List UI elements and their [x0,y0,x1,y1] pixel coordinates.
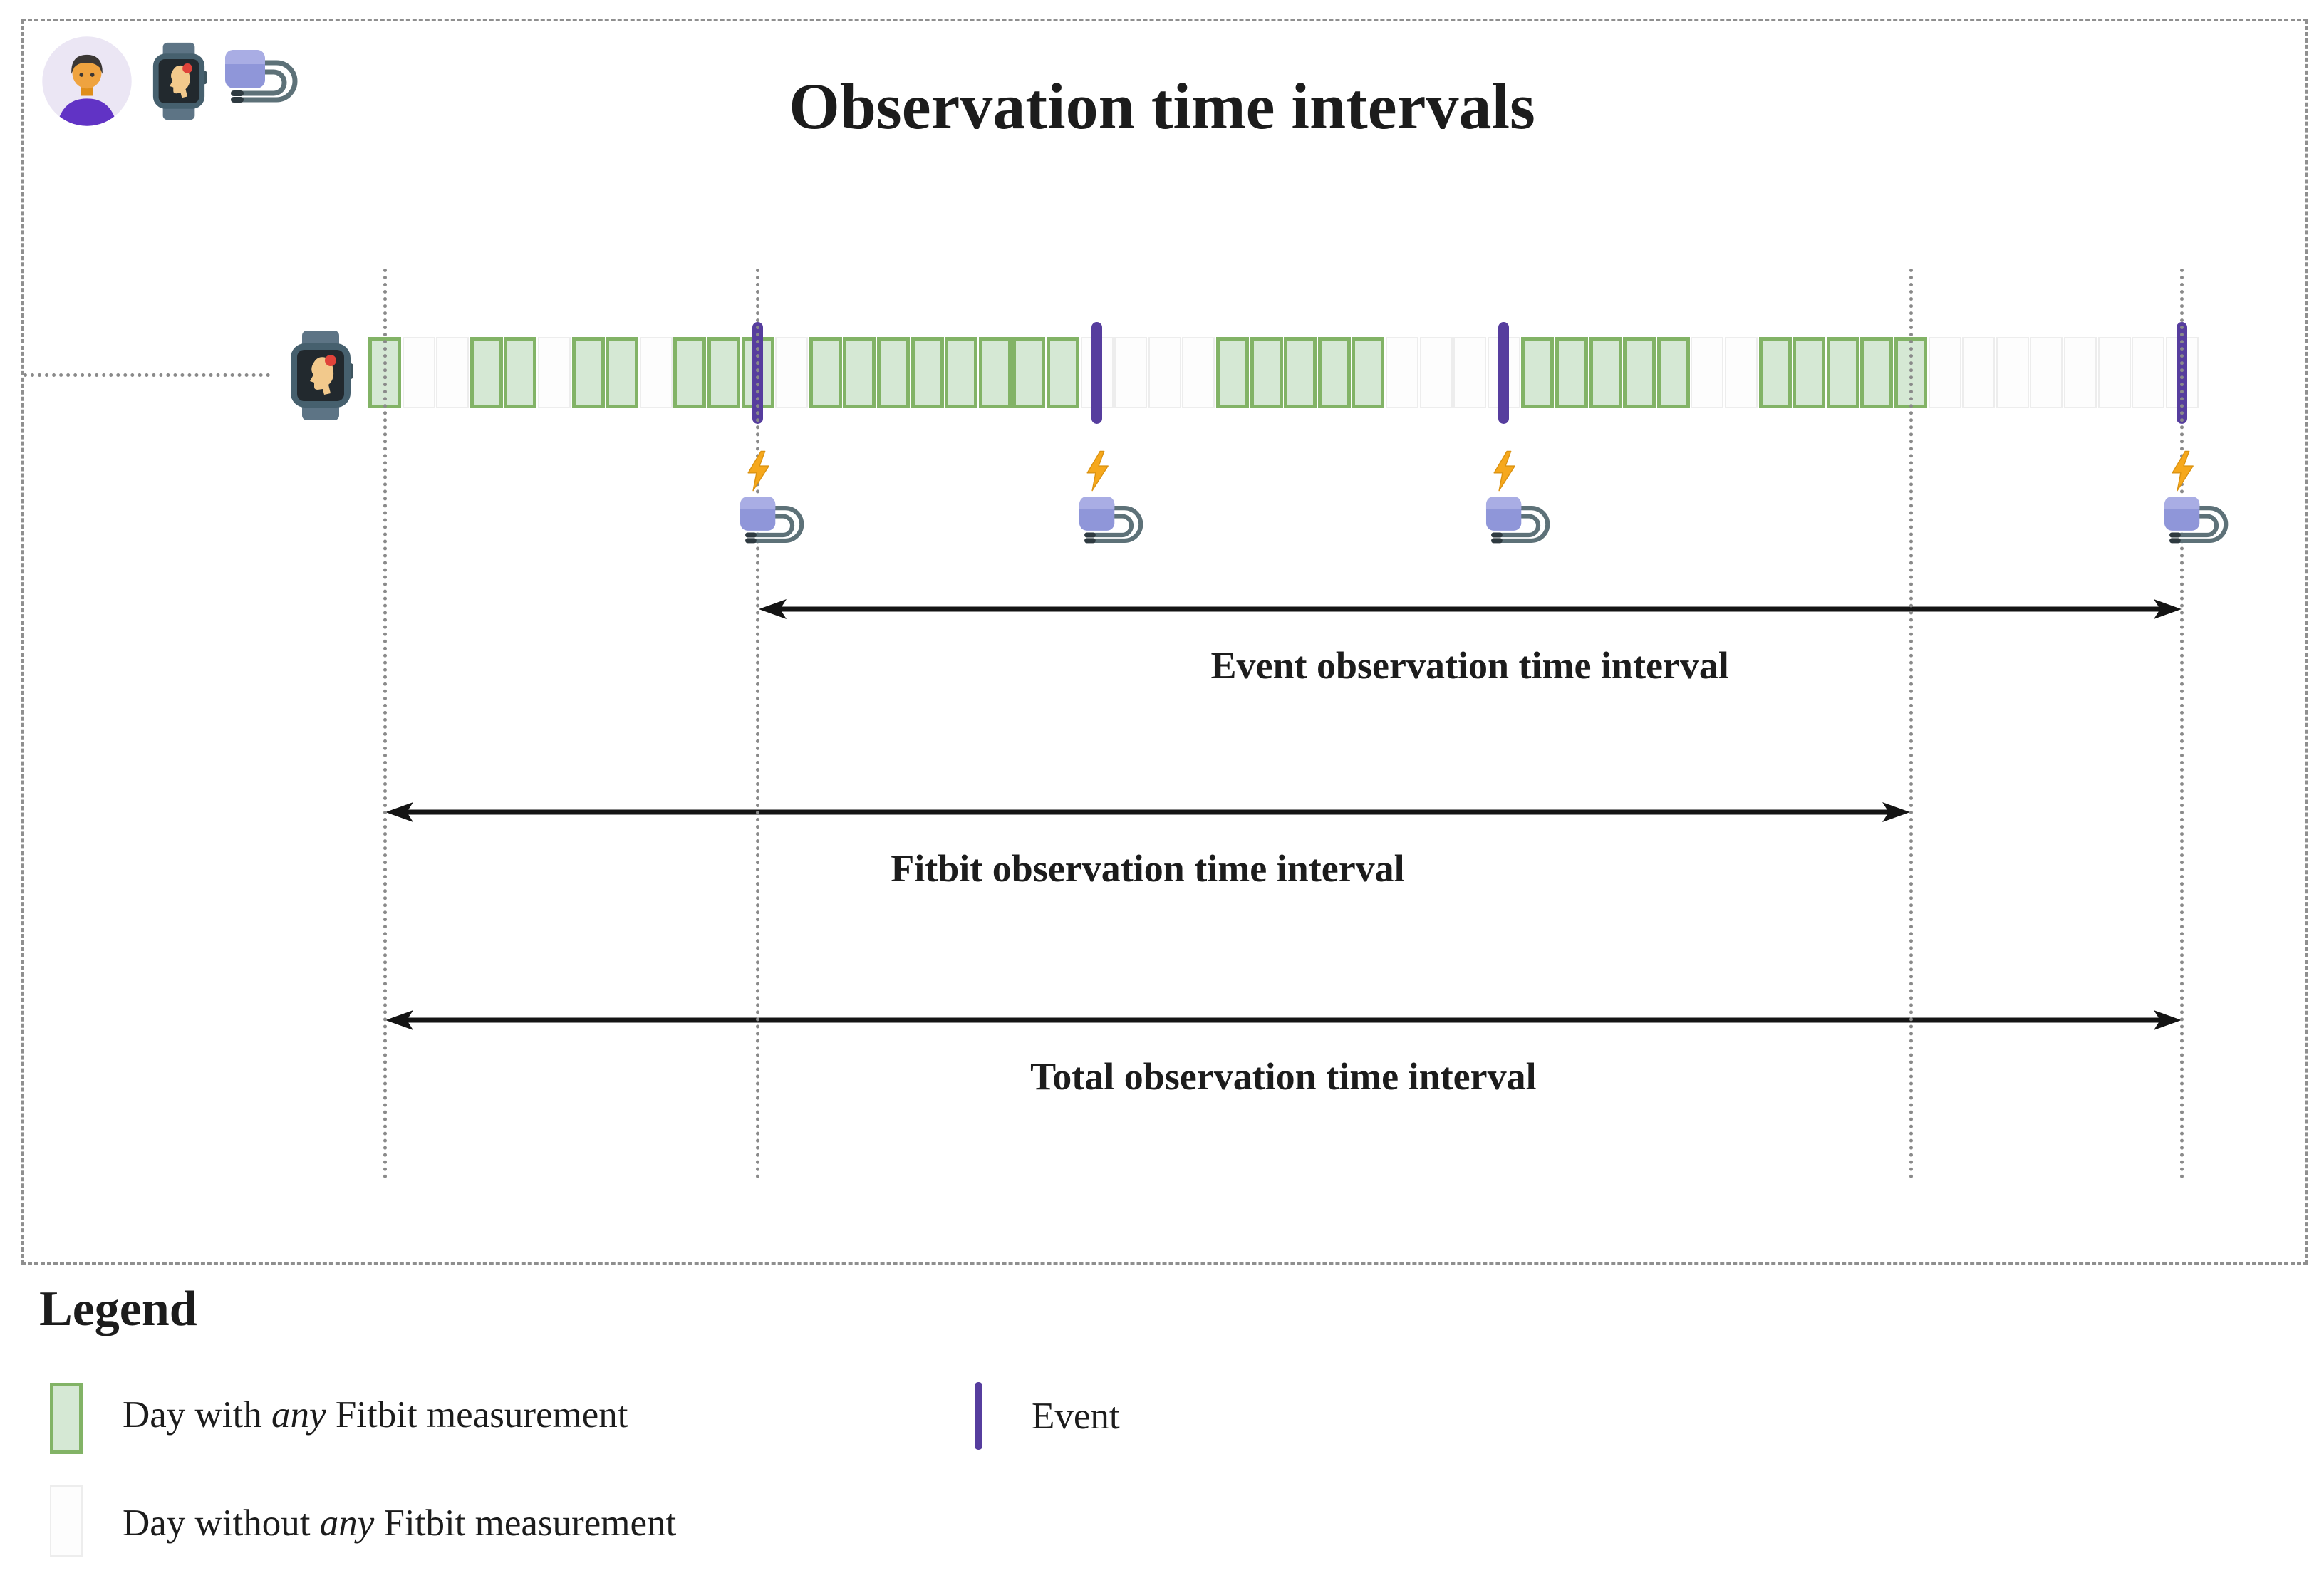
legend-label-text: Fitbit measurement [374,1502,677,1544]
day-with-measurement [1317,337,1351,408]
day-with-measurement [1860,337,1894,408]
lightning-icon [1081,450,1113,492]
day-with-measurement [945,337,978,408]
guide-line [383,269,387,1179]
interval-label-total: Total observation time interval [1030,1055,1537,1098]
lightning-icon [1488,450,1520,492]
day-with-measurement [911,337,944,408]
day-without-measurement [1453,337,1487,408]
legend-label-emphasis: any [319,1502,375,1544]
person-icon [41,36,133,127]
day-without-measurement [639,337,673,408]
legend-label-event: Event [1032,1396,1120,1437]
event-marker [1091,322,1103,424]
bp-monitor-icon [224,46,298,111]
day-with-measurement [606,337,639,408]
day-with-measurement [809,337,842,408]
interval-arrow [385,1006,2182,1034]
interval-arrow [385,798,1911,826]
legend-label-text: Day with [123,1394,272,1436]
event-marker [1498,322,1510,424]
day-with-measurement [1250,337,1283,408]
day-with-measurement [571,337,605,408]
day-with-measurement [1589,337,1622,408]
day-without-measurement [1148,337,1181,408]
day-without-measurement [1725,337,1758,408]
interval-label-fitbit: Fitbit observation time interval [891,847,1405,890]
legend-label-day-with-measurement: Day with any Fitbit measurement [123,1393,628,1436]
legend-swatch-event [975,1382,982,1450]
day-without-measurement [1996,337,2029,408]
figure-title: Observation time intervals [789,70,1535,142]
day-without-measurement [2064,337,2097,408]
day-without-measurement [402,337,435,408]
day-without-measurement [1419,337,1453,408]
day-with-measurement [843,337,876,408]
day-with-measurement [1284,337,1317,408]
smartwatch-head-icon [285,329,356,422]
day-with-measurement [1758,337,1792,408]
day-without-measurement [1691,337,1724,408]
day-without-measurement [2030,337,2063,408]
day-with-measurement [504,337,537,408]
day-without-measurement [775,337,809,408]
day-with-measurement [1656,337,1690,408]
bp-monitor-icon [739,493,804,551]
day-without-measurement [1386,337,1418,408]
day-with-measurement [1352,337,1385,408]
smartwatch-head-icon [148,41,209,121]
day-with-measurement [1826,337,1859,408]
day-with-measurement [1623,337,1656,408]
day-without-measurement [538,337,571,408]
day-with-measurement [1521,337,1555,408]
figure-frame [21,19,2308,1265]
day-with-measurement [877,337,910,408]
day-with-measurement [470,337,503,408]
day-with-measurement [673,337,707,408]
bp-monitor-icon [1485,493,1550,551]
day-with-measurement [978,337,1012,408]
legend-label-text: Day without [123,1502,320,1544]
day-without-measurement [1962,337,1996,408]
day-without-measurement [436,337,470,408]
interval-arrow [758,595,2182,623]
day-without-measurement [1182,337,1215,408]
legend-heading: Legend [39,1282,197,1336]
day-with-measurement [1047,337,1079,408]
day-without-measurement [2132,337,2165,408]
bp-monitor-icon [2163,493,2229,551]
day-without-measurement [1114,337,1148,408]
legend-label-day-without-measurement: Day without any Fitbit measurement [123,1502,676,1545]
guide-line [1909,269,1913,1179]
guide-line [756,269,760,1179]
legend-swatch-day-without-measurement [50,1485,83,1557]
day-without-measurement [2097,337,2131,408]
lightning-icon [2167,450,2198,492]
bp-monitor-icon [1078,493,1143,551]
legend-swatch-day-with-measurement [50,1383,83,1454]
row-connector-line [24,373,270,377]
day-with-measurement [1555,337,1588,408]
legend-label-text: Fitbit measurement [326,1394,628,1436]
day-with-measurement [707,337,740,408]
interval-label-event: Event observation time interval [1210,644,1729,687]
lightning-icon [742,450,774,492]
day-without-measurement [1928,337,1961,408]
day-with-measurement [1793,337,1826,408]
legend-label-emphasis: any [271,1394,326,1436]
day-with-measurement [1012,337,1046,408]
guide-line [2180,269,2184,1179]
day-with-measurement [1216,337,1249,408]
